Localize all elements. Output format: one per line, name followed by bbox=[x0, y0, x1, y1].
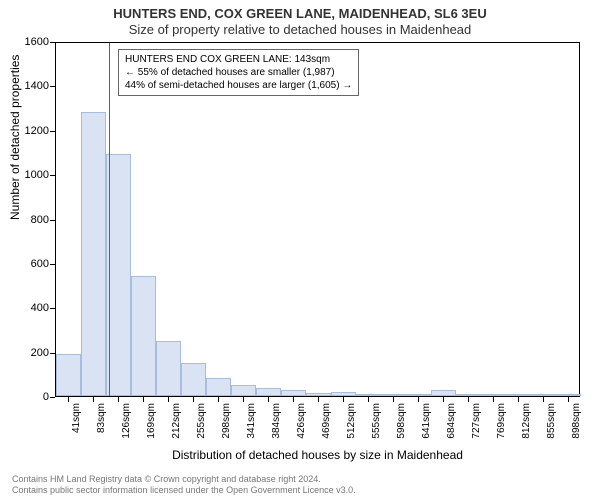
y-tick-label: 1000 bbox=[25, 169, 49, 181]
histogram-bar bbox=[156, 341, 181, 396]
x-tick-label: 126sqm bbox=[121, 403, 132, 439]
x-tick-label: 684sqm bbox=[446, 403, 457, 439]
plot-area: HUNTERS END COX GREEN LANE: 143sqm ← 55%… bbox=[55, 42, 580, 397]
histogram-bar bbox=[481, 394, 506, 396]
x-tick-label: 298sqm bbox=[221, 403, 232, 439]
footer-line1: Contains HM Land Registry data © Crown c… bbox=[12, 474, 356, 485]
y-tick-label: 200 bbox=[31, 347, 49, 359]
x-tick-label: 384sqm bbox=[271, 403, 282, 439]
x-tick-label: 169sqm bbox=[146, 403, 157, 439]
histogram-bar bbox=[231, 385, 256, 396]
x-tick-label: 769sqm bbox=[496, 403, 507, 439]
histogram-bar bbox=[181, 363, 206, 396]
x-tick-label: 41sqm bbox=[71, 403, 82, 433]
x-tick-mark bbox=[318, 397, 319, 402]
chart-subtitle: Size of property relative to detached ho… bbox=[0, 22, 600, 37]
histogram-bar bbox=[106, 154, 131, 396]
x-tick-label: 598sqm bbox=[396, 403, 407, 439]
x-tick-mark bbox=[568, 397, 569, 402]
histogram-bar bbox=[456, 394, 481, 396]
footer-line2: Contains public sector information licen… bbox=[12, 485, 356, 496]
histogram-bar bbox=[281, 390, 306, 396]
x-tick-label: 855sqm bbox=[546, 403, 557, 439]
y-tick-label: 400 bbox=[31, 302, 49, 314]
x-tick-mark bbox=[118, 397, 119, 402]
x-tick-mark bbox=[243, 397, 244, 402]
x-tick-label: 812sqm bbox=[521, 403, 532, 439]
x-tick-label: 898sqm bbox=[571, 403, 582, 439]
annotation-line3: 44% of semi-detached houses are larger (… bbox=[125, 79, 352, 92]
histogram-bar bbox=[306, 393, 331, 396]
annotation-line1: HUNTERS END COX GREEN LANE: 143sqm bbox=[125, 53, 352, 66]
x-tick-mark bbox=[543, 397, 544, 402]
x-tick-mark bbox=[368, 397, 369, 402]
x-tick-mark bbox=[268, 397, 269, 402]
histogram-bar bbox=[331, 392, 356, 396]
x-tick-mark bbox=[68, 397, 69, 402]
x-tick-mark bbox=[93, 397, 94, 402]
histogram-bar bbox=[556, 394, 581, 396]
histogram-bar bbox=[56, 354, 81, 396]
y-tick-label: 1200 bbox=[25, 125, 49, 137]
x-tick-mark bbox=[443, 397, 444, 402]
x-tick-mark bbox=[493, 397, 494, 402]
histogram-bar bbox=[531, 394, 556, 396]
x-tick-label: 341sqm bbox=[246, 403, 257, 439]
x-axis-label: Distribution of detached houses by size … bbox=[55, 448, 580, 462]
x-tick-mark bbox=[418, 397, 419, 402]
histogram-bar bbox=[206, 378, 231, 396]
y-axis: 02004006008001000120014001600 bbox=[0, 42, 55, 397]
histogram-bar bbox=[506, 394, 531, 396]
x-tick-mark bbox=[293, 397, 294, 402]
reference-line bbox=[109, 43, 110, 396]
x-tick-label: 212sqm bbox=[171, 403, 182, 439]
property-size-histogram: HUNTERS END, COX GREEN LANE, MAIDENHEAD,… bbox=[0, 0, 600, 500]
x-tick-label: 426sqm bbox=[296, 403, 307, 439]
x-tick-label: 255sqm bbox=[196, 403, 207, 439]
annotation-line2: ← 55% of detached houses are smaller (1,… bbox=[125, 66, 352, 79]
x-tick-label: 555sqm bbox=[371, 403, 382, 439]
chart-title-address: HUNTERS END, COX GREEN LANE, MAIDENHEAD,… bbox=[0, 6, 600, 21]
x-tick-label: 83sqm bbox=[96, 403, 107, 433]
x-tick-mark bbox=[393, 397, 394, 402]
y-tick-label: 1600 bbox=[25, 36, 49, 48]
annotation-box: HUNTERS END COX GREEN LANE: 143sqm ← 55%… bbox=[118, 49, 359, 96]
x-tick-label: 512sqm bbox=[346, 403, 357, 439]
x-tick-mark bbox=[168, 397, 169, 402]
x-tick-mark bbox=[143, 397, 144, 402]
histogram-bar bbox=[406, 394, 431, 396]
histogram-bar bbox=[256, 388, 281, 396]
y-tick-label: 0 bbox=[43, 391, 49, 403]
y-tick-label: 600 bbox=[31, 258, 49, 270]
histogram-bar bbox=[431, 390, 456, 396]
histogram-bar bbox=[131, 276, 156, 396]
x-tick-label: 641sqm bbox=[421, 403, 432, 439]
histogram-bar bbox=[381, 394, 406, 396]
x-tick-label: 727sqm bbox=[471, 403, 482, 439]
x-tick-mark bbox=[518, 397, 519, 402]
histogram-bar bbox=[81, 112, 106, 396]
y-tick-label: 1400 bbox=[25, 80, 49, 92]
x-tick-mark bbox=[193, 397, 194, 402]
x-tick-mark bbox=[343, 397, 344, 402]
footer-attribution: Contains HM Land Registry data © Crown c… bbox=[12, 474, 356, 496]
y-tick-label: 800 bbox=[31, 214, 49, 226]
x-tick-label: 469sqm bbox=[321, 403, 332, 439]
x-tick-mark bbox=[218, 397, 219, 402]
x-tick-mark bbox=[468, 397, 469, 402]
histogram-bar bbox=[356, 394, 381, 396]
